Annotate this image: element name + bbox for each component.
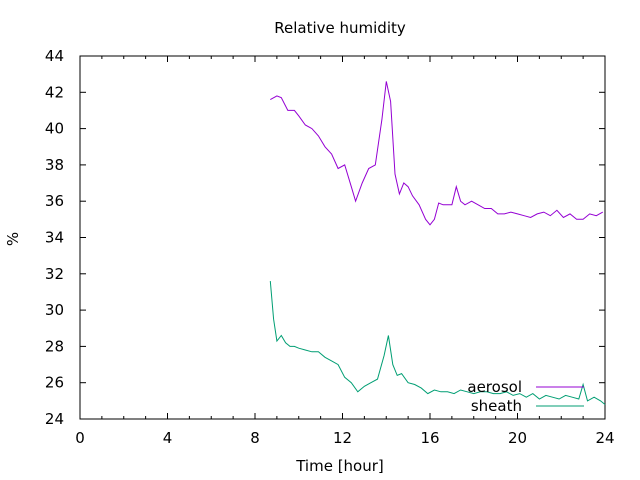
plot-area-frame: [79, 55, 606, 420]
y-tick-label: 32: [45, 265, 64, 283]
series-line-sheath: [269, 281, 606, 405]
y-tick-label: 38: [45, 156, 64, 174]
x-tick-label: 4: [163, 429, 173, 447]
y-tick-label: 44: [45, 47, 64, 65]
y-tick-label: 36: [45, 192, 64, 210]
y-tick-label: 24: [45, 410, 64, 428]
y-tick-label: 26: [45, 374, 64, 392]
legend-label-sheath: sheath: [471, 397, 522, 415]
x-tick-label: 16: [420, 429, 439, 447]
x-tick-label: 24: [595, 429, 614, 447]
series-lines: [269, 81, 606, 405]
y-axis-label: %: [4, 232, 22, 246]
x-tick-label: 0: [75, 429, 85, 447]
series-line-aerosol: [270, 81, 604, 226]
chart-title: Relative humidity: [274, 19, 406, 37]
y-tick-label: 42: [45, 83, 64, 101]
axis-ticks: 0 4 8 12 16 20 24 24 26 28 30 32 34 36 38 40 42 44: [45, 47, 615, 447]
x-tick-label: 12: [333, 429, 352, 447]
x-tick-label: 8: [250, 429, 260, 447]
x-axis-label: Time [hour]: [295, 457, 384, 475]
y-tick-label: 30: [45, 301, 64, 319]
y-tick-label: 40: [45, 120, 64, 138]
y-tick-label: 28: [45, 337, 64, 355]
y-tick-label: 34: [45, 229, 64, 247]
legend-label-aerosol: aerosol: [467, 378, 522, 396]
x-tick-label: 20: [508, 429, 527, 447]
